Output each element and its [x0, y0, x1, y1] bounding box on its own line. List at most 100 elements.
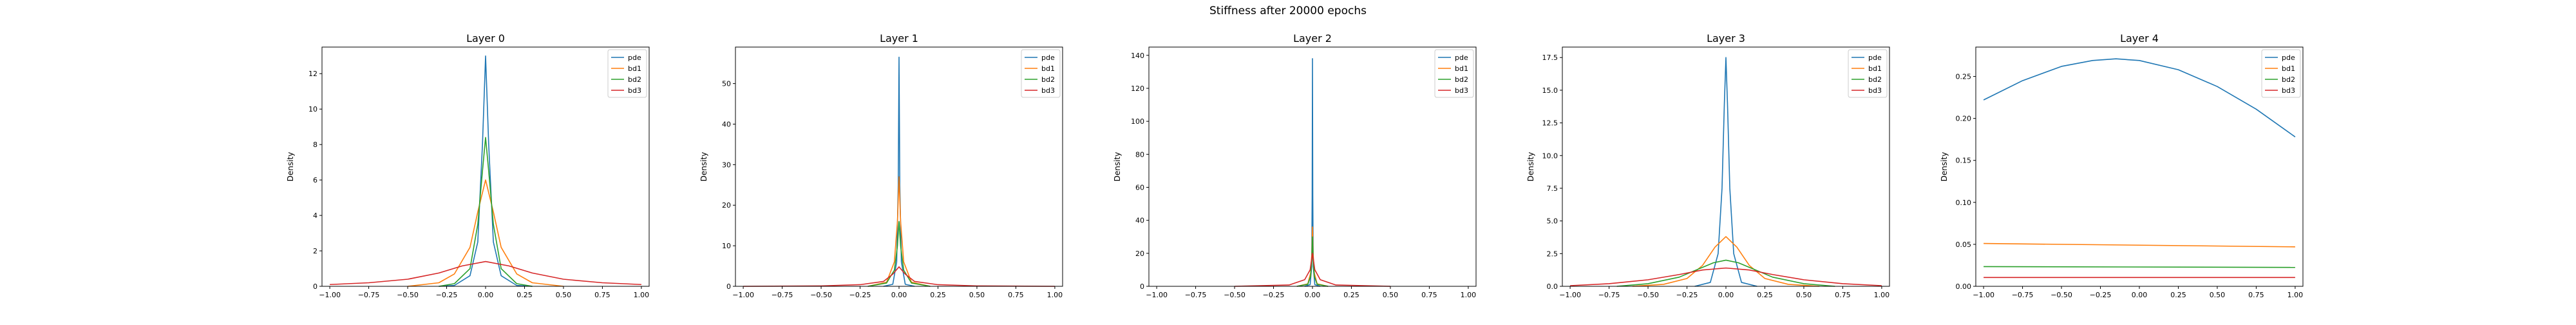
- legend-label-bd2: bd2: [628, 75, 641, 84]
- x-tick-label: −0.25: [436, 291, 458, 299]
- legend-label-bd2: bd2: [1868, 75, 1882, 84]
- legend-label-bd1: bd1: [1041, 64, 1055, 73]
- x-tick-label: 0.00: [1718, 291, 1734, 299]
- chart-panel-3: Layer 3 Density −1.00 −0.75 −0.50 −0.25 0.00 0.…: [1526, 32, 1890, 299]
- y-tick-label: 0.00: [1956, 282, 1972, 291]
- x-tick-label: −0.75: [2012, 291, 2034, 299]
- y-tick-label: 50: [722, 80, 731, 88]
- y-tick-label: 0.15: [1956, 157, 1972, 165]
- chart-panel-1: Layer 1 Density −1.00 −0.75 −0.50 −0.25 0.00 0.…: [699, 32, 1063, 299]
- x-tick-label: 1.00: [2287, 291, 2304, 299]
- legend-box: [1021, 49, 1061, 98]
- axes-frame: [1148, 46, 1477, 287]
- x-tick-label: 0.50: [1796, 291, 1812, 299]
- legend-label-pde: pde: [1041, 54, 1055, 62]
- x-tick-label: 0.75: [2248, 291, 2264, 299]
- y-axis-label: Density: [699, 152, 708, 182]
- x-tick-label: 0.00: [1305, 291, 1321, 299]
- x-tick-label: 1.00: [1874, 291, 1890, 299]
- legend-label-pde: pde: [628, 54, 641, 62]
- legend-label-bd3: bd3: [1455, 86, 1468, 95]
- chart-panel-2: Layer 2 Density −1.00 −0.75 −0.50 −0.25 0.00 0.…: [1113, 32, 1477, 299]
- y-tick-label: 100: [1131, 117, 1144, 126]
- y-axis-label: Density: [286, 152, 295, 182]
- series-line-bd2: [1296, 236, 1329, 287]
- x-tick-label: −1.00: [1973, 291, 1994, 299]
- y-tick-label: 40: [722, 120, 731, 128]
- legend-label-bd2: bd2: [1041, 75, 1055, 84]
- legend-box: [1434, 49, 1474, 98]
- x-tick-label: −1.00: [1146, 291, 1168, 299]
- legend-label-bd1: bd1: [1455, 64, 1468, 73]
- y-tick-label: 0: [726, 282, 731, 291]
- y-tick-label: 140: [1131, 52, 1144, 60]
- x-tick-label: 0.50: [2210, 291, 2226, 299]
- x-tick-label: 1.00: [1047, 291, 1063, 299]
- x-tick-label: −0.25: [849, 291, 871, 299]
- series-line-bd1: [867, 176, 931, 287]
- legend: pde bd1 bd2 bd3: [1021, 49, 1061, 98]
- legend-box: [607, 49, 647, 98]
- y-tick-label: 15.0: [1542, 86, 1558, 95]
- series-line-pde: [439, 55, 533, 287]
- x-tick-label: 0.75: [1008, 291, 1024, 299]
- y-tick-label: 0.05: [1956, 241, 1972, 249]
- y-tick-label: 8: [313, 141, 317, 149]
- x-tick-label: 0.25: [2170, 291, 2186, 299]
- y-tick-label: 17.5: [1542, 54, 1558, 62]
- x-tick-label: −0.50: [810, 291, 832, 299]
- legend-label-bd2: bd2: [1455, 75, 1468, 84]
- axes-frame: [1562, 46, 1890, 287]
- figure-title: Stiffness after 20000 epochs: [1209, 5, 1367, 17]
- y-tick-label: 2: [313, 247, 317, 255]
- x-tick-label: 0.75: [594, 291, 611, 299]
- x-tick-label: 0.00: [2132, 291, 2148, 299]
- y-tick-label: 2.5: [1547, 250, 1558, 258]
- y-tick-label: 40: [1135, 217, 1144, 225]
- y-tick-label: 0: [1140, 282, 1144, 291]
- legend-label-bd1: bd1: [1868, 64, 1882, 73]
- y-axis-label: Density: [1526, 152, 1535, 182]
- series-line-pde: [1983, 58, 2296, 137]
- y-tick-label: 0.20: [1956, 115, 1972, 123]
- legend-label-pde: pde: [1455, 54, 1468, 62]
- chart-panel-4: Layer 4 Density −1.00 −0.75 −0.50 −0.25 0.00 0.…: [1940, 32, 2304, 299]
- x-tick-label: 0.25: [1757, 291, 1773, 299]
- y-tick-label: 0.25: [1956, 73, 1972, 81]
- x-tick-label: 0.25: [516, 291, 533, 299]
- legend-box: [2261, 49, 2301, 98]
- x-tick-label: −1.00: [1559, 291, 1581, 299]
- series-line-bd3: [743, 266, 1055, 287]
- x-tick-label: −0.75: [358, 291, 380, 299]
- chart-title: Layer 3: [1707, 32, 1745, 44]
- y-tick-label: 12: [308, 70, 317, 78]
- y-tick-label: 4: [313, 212, 317, 220]
- y-tick-label: 80: [1135, 150, 1144, 159]
- y-tick-label: 0: [313, 282, 317, 291]
- y-tick-label: 10.0: [1542, 152, 1558, 160]
- x-tick-label: −0.50: [1637, 291, 1659, 299]
- legend: pde bd1 bd2 bd3: [607, 49, 647, 98]
- chart-panel-0: Layer 0 Density −1.00 −0.75 −0.50 −0.25 0.00 0.…: [286, 32, 650, 299]
- series-line-bd1: [1632, 236, 1820, 287]
- series-line-bd3: [1235, 253, 1390, 287]
- legend-label-bd3: bd3: [1868, 86, 1882, 95]
- series-line-pde: [883, 56, 915, 287]
- series-line-bd2: [1616, 259, 1835, 287]
- legend-label-pde: pde: [2282, 54, 2295, 62]
- x-tick-label: 0.00: [891, 291, 907, 299]
- axes-frame: [1975, 46, 2304, 287]
- series-line-bd3: [330, 261, 641, 286]
- x-tick-label: −0.50: [397, 291, 419, 299]
- x-tick-label: −1.00: [732, 291, 754, 299]
- legend: pde bd1 bd2 bd3: [1434, 49, 1474, 98]
- x-tick-label: 0.50: [969, 291, 985, 299]
- legend-box: [1848, 49, 1888, 98]
- chart-title: Layer 0: [466, 32, 505, 44]
- x-tick-label: −0.25: [1676, 291, 1698, 299]
- series-line-pde: [1694, 57, 1757, 287]
- y-tick-label: 30: [722, 161, 731, 169]
- series-line-bd1: [1984, 242, 2295, 248]
- x-tick-label: 0.25: [930, 291, 946, 299]
